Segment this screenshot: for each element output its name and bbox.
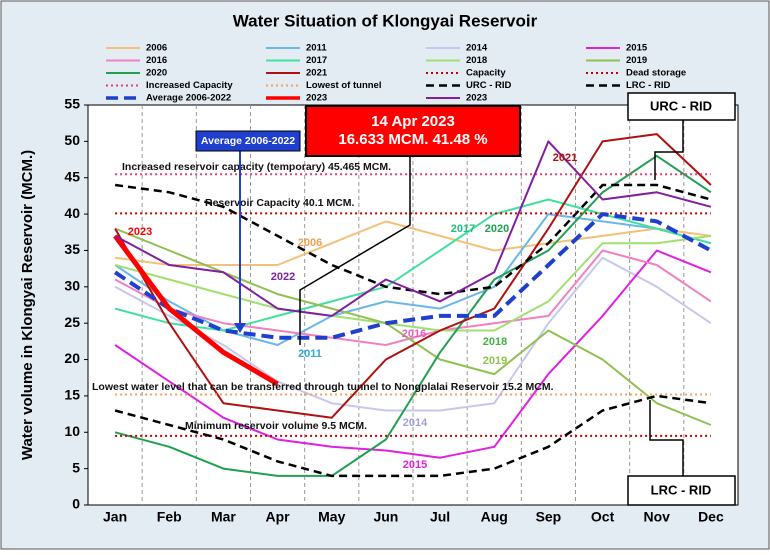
- legend-label: URC - RID: [466, 80, 512, 91]
- legend-label: 2006: [146, 43, 167, 54]
- legend-label: 2017: [306, 55, 327, 66]
- lrc-pointer: [649, 400, 684, 476]
- legend-label: Dead storage: [626, 68, 686, 79]
- legend-label: 2023: [306, 93, 327, 104]
- reference-label: Minimum reservoir volume 9.5 MCM.: [185, 420, 367, 432]
- x-tick-label: Feb: [157, 509, 182, 525]
- series-line: [114, 220, 712, 266]
- x-tick-label: Mar: [211, 509, 236, 525]
- legend-label: 2023: [466, 93, 487, 104]
- x-tick-label: Oct: [591, 509, 615, 525]
- y-tick-label: 35: [64, 241, 80, 257]
- legend-label: 2019: [626, 55, 647, 66]
- series-line: [114, 227, 712, 426]
- line-label: 2023: [128, 226, 152, 238]
- y-tick-label: 15: [64, 387, 80, 403]
- legend-label: LRC - RID: [626, 80, 670, 91]
- x-tick-label: Nov: [644, 509, 671, 525]
- average-label: Average 2006-2022: [201, 135, 295, 147]
- legend-label: Increased Capacity: [146, 80, 233, 91]
- legend-label: 2014: [466, 43, 488, 54]
- legend-label: Capacity: [466, 68, 506, 79]
- series-line: [114, 394, 712, 478]
- lrc-label: LRC - RID: [651, 482, 712, 497]
- y-tick-label: 40: [64, 205, 80, 221]
- legend-label: 2015: [626, 43, 648, 54]
- line-label: 2019: [483, 355, 507, 367]
- y-tick-label: 5: [72, 459, 80, 475]
- line-label: 2016: [402, 328, 426, 340]
- y-tick-label: 25: [64, 314, 80, 330]
- line-label: 2018: [483, 336, 507, 348]
- average-arrowhead: [234, 323, 246, 333]
- average-box: [195, 130, 301, 152]
- x-tick-label: Sep: [536, 509, 562, 525]
- urc-box: [627, 92, 736, 121]
- x-tick-label: Dec: [698, 509, 724, 525]
- series-line: [114, 234, 712, 332]
- x-tick-label: May: [318, 509, 345, 525]
- line-label: 2020: [485, 223, 509, 235]
- legend-label: 2011: [306, 43, 327, 54]
- line-label: 2017: [451, 223, 475, 235]
- x-tick-label: Apr: [266, 509, 291, 525]
- line-label: 2022: [271, 271, 295, 283]
- legend-label: 2020: [146, 68, 167, 79]
- callout-box: [305, 105, 521, 157]
- callout-date: 14 Apr 2023: [371, 113, 455, 130]
- y-tick-label: 50: [64, 132, 80, 148]
- line-label: 2015: [403, 459, 427, 471]
- y-axis-label: Water volume in Klongyai Reservoir (MCM.…: [19, 150, 36, 460]
- reference-label: Reservoir Capacity 40.1 MCM.: [205, 197, 354, 209]
- chart-title: Water Situation of Klongyai Reservoir: [233, 11, 538, 30]
- series-line: [113, 234, 279, 387]
- y-tick-label: 10: [64, 423, 80, 439]
- x-tick-label: Jan: [103, 509, 127, 525]
- series-line: [114, 249, 712, 346]
- series-line: [114, 133, 712, 419]
- series-line: [114, 256, 712, 412]
- reference-label: Increased reservoir capacity (temporary)…: [122, 161, 391, 173]
- series-line: [114, 198, 712, 332]
- callout-text: 16.633 MCM. 41.48 %: [338, 131, 487, 148]
- line-label: 2021: [553, 152, 577, 164]
- y-tick-label: 30: [64, 278, 80, 294]
- legend-label: Lowest of tunnel: [306, 80, 381, 91]
- series-line: [113, 212, 712, 340]
- reference-label: Lowest water level that can be transferr…: [92, 381, 554, 393]
- series-line: [114, 140, 712, 317]
- callout-pointer: [299, 155, 411, 345]
- line-label: 2014: [403, 417, 428, 429]
- lrc-box: [627, 475, 736, 506]
- y-tick-label: 55: [64, 96, 80, 112]
- legend-label: 2016: [146, 55, 167, 66]
- x-tick-label: Aug: [481, 509, 508, 525]
- urc-pointer: [654, 120, 684, 180]
- x-tick-label: Jul: [430, 509, 450, 525]
- line-label: 2006: [298, 237, 322, 249]
- legend-label: 2021: [306, 68, 328, 79]
- y-tick-label: 45: [64, 168, 80, 184]
- legend-label: Average 2006-2022: [146, 93, 231, 104]
- series-line: [114, 249, 712, 459]
- y-tick-label: 20: [64, 350, 80, 366]
- urc-label: URC - RID: [650, 98, 712, 113]
- y-tick-label: 0: [72, 496, 80, 512]
- x-tick-label: Jun: [373, 509, 398, 525]
- legend-label: 2018: [466, 55, 487, 66]
- line-label: 2011: [298, 348, 322, 360]
